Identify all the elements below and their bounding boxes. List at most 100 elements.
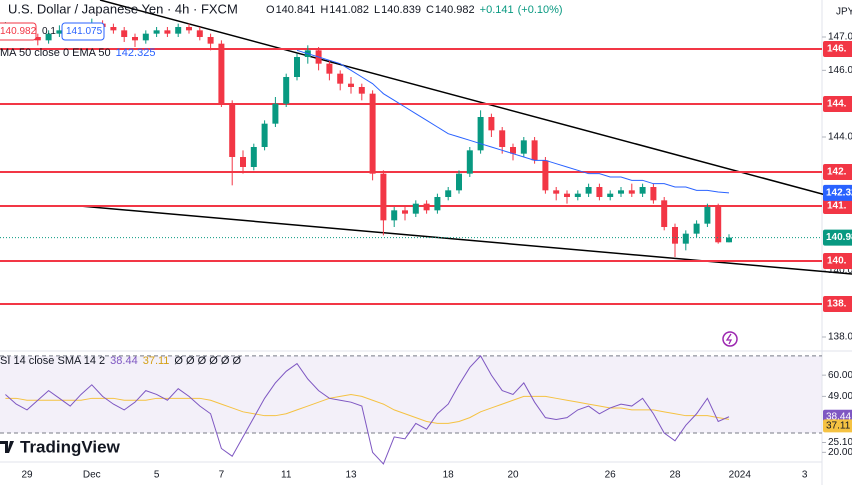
bid-box (0, 22, 37, 41)
candle-body (196, 30, 203, 37)
candle-body (682, 233, 689, 244)
candle-body (596, 187, 603, 197)
event-icon[interactable] (722, 331, 738, 347)
event-icon-bolt (725, 333, 733, 345)
candle-body (553, 190, 560, 194)
rsi-sma-tag-label: 37.11 (826, 420, 851, 431)
candle-body (726, 237, 732, 243)
candle-body (56, 30, 63, 34)
rsi-y-tick-label: 49.00 (828, 391, 852, 402)
candle-body (499, 130, 506, 147)
candle-body (693, 223, 700, 234)
candle-body (261, 123, 268, 147)
logo-text: TradingView (20, 437, 121, 456)
level-label: 142. (827, 167, 847, 178)
candle-body (488, 117, 495, 131)
rsi-legend-sma: 37.11 (143, 355, 170, 367)
candle-body (391, 210, 398, 221)
quote-value: 140.841 (276, 4, 316, 16)
candle-body (628, 190, 635, 194)
level-tag (823, 253, 852, 269)
quote-key: C (426, 4, 434, 16)
x-tick-label: 29 (21, 470, 33, 481)
rsi-band-fill (0, 356, 822, 433)
x-tick-label: 28 (669, 470, 681, 481)
price-tag (823, 229, 852, 246)
level-label: 144. (827, 99, 847, 110)
candle-body (510, 147, 516, 154)
candle-body (618, 190, 624, 194)
candle-body (661, 200, 668, 227)
quote-key: L (374, 4, 380, 16)
y-tick-label: 146.0 (828, 65, 852, 76)
x-tick-label: 2024 (729, 470, 752, 481)
candle-body (326, 63, 333, 74)
candle-body (574, 193, 581, 197)
candle-body (639, 187, 646, 194)
rsi-sma-tag (823, 419, 852, 433)
ema-line (296, 49, 730, 194)
candle-body (186, 27, 192, 31)
candle-body (380, 173, 387, 221)
candle-body (153, 30, 160, 34)
quote-value: 140.982 (435, 4, 475, 16)
candle-body (412, 203, 419, 214)
level-label: 140. (827, 256, 847, 267)
candle-body (218, 43, 225, 104)
candle-body (434, 197, 441, 211)
rsi-y-tick-label: 60.00 (828, 370, 852, 381)
ema-legend-value: 142.325 (116, 47, 156, 59)
x-tick-label: 7 (219, 470, 225, 481)
candle-body (142, 33, 149, 41)
ask-box (61, 22, 105, 41)
x-tick-label: 26 (605, 470, 617, 481)
ask: 141.075 (66, 26, 103, 37)
candle-body (704, 207, 711, 224)
candle-body (240, 157, 246, 167)
candle-body (121, 30, 128, 37)
candle-body (207, 37, 214, 44)
level-label: 146. (827, 44, 847, 55)
candle-body (272, 103, 279, 124)
candle-body (715, 207, 722, 243)
level-label: 141. (827, 201, 847, 212)
y-tick-label: 144.0 (828, 132, 852, 143)
rsi-legend-value: 38.44 (110, 355, 138, 367)
rsi-legend-nan: Ø Ø Ø Ø Ø Ø (174, 355, 241, 367)
candle-body (358, 87, 365, 94)
level-tag (823, 41, 852, 57)
chart-title: U.S. Dollar / Japanese Yen · 4h · FXCM (8, 1, 238, 16)
candle-body (564, 193, 570, 197)
trendline (79, 205, 852, 275)
bid: 140.982 (0, 26, 37, 37)
ema-tag (823, 184, 852, 201)
candle-body (456, 173, 462, 191)
x-tick-label: 18 (443, 470, 455, 481)
candle-body (607, 193, 614, 197)
x-tick-label: 3 (802, 470, 808, 481)
candle-body (294, 57, 300, 77)
logo-mark (0, 441, 14, 453)
x-tick-label: Dec (83, 470, 101, 481)
candle-body (132, 37, 138, 41)
candle-body (34, 37, 41, 41)
quote-key: O (266, 4, 275, 16)
x-tick-label: 5 (154, 470, 160, 481)
candle-body (542, 160, 549, 191)
x-tick-label: 20 (507, 470, 519, 481)
quote-value: 140.839 (381, 4, 421, 16)
ema-tag-label: 142.325 (826, 187, 852, 198)
rsi-y-tick-label: 20.00 (828, 447, 852, 458)
candle-body (445, 190, 452, 197)
rsi-y-tick-label: 25.10 (828, 437, 852, 448)
quote-change-pct: (+0.10%) (518, 4, 563, 16)
candle-body (520, 140, 527, 154)
logo: TradingView (0, 437, 121, 456)
rsi-sma-line (5, 393, 730, 424)
candle-body (531, 140, 538, 161)
level-tag (823, 96, 852, 112)
rsi-legend: SI 14 close SMA 14 2 (0, 355, 105, 367)
level-tag (823, 198, 852, 214)
ema-legend: MA 50 close 0 EMA 50 (0, 47, 111, 59)
